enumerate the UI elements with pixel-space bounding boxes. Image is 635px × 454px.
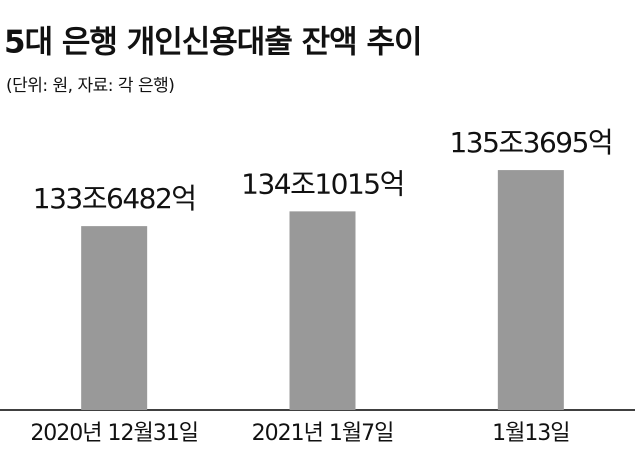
value-label: 134조1015억 [241, 167, 404, 200]
chart-title: 5대 은행 개인신용대출 잔액 추이 [4, 25, 422, 61]
chart-subtitle: (단위: 원, 자료: 각 은행) [6, 76, 174, 96]
x-tick-label: 1월13일 [492, 421, 569, 446]
value-label: 135조3695억 [449, 126, 612, 159]
x-tick-label: 2020년 12월31일 [30, 421, 198, 446]
bar [289, 211, 356, 410]
x-tick-label: 2021년 1월7일 [252, 421, 394, 446]
bar [81, 226, 148, 410]
value-label: 133조6482억 [33, 182, 196, 215]
bar [497, 170, 564, 410]
